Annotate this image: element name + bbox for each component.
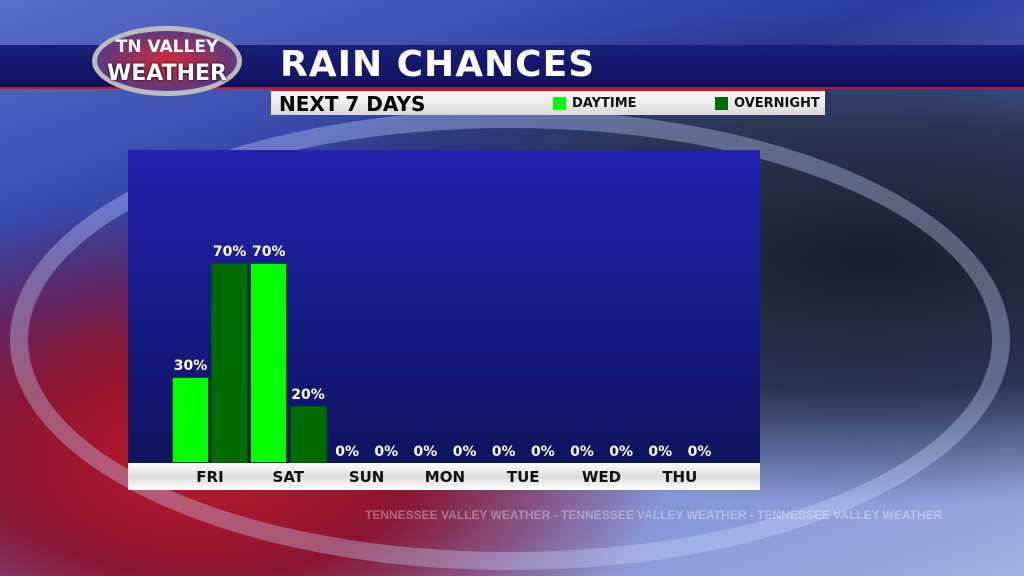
data-label: 0% (687, 444, 712, 460)
subtitle: NEXT 7 DAYS (279, 92, 426, 116)
bar-fri-overnight (211, 262, 249, 463)
data-label: 0% (491, 444, 516, 460)
category-label: FRI (196, 468, 224, 486)
legend-daytime: DAYTIME (553, 96, 637, 111)
station-logo: TN VALLEY WEATHER (92, 26, 242, 96)
category-label: TUE (506, 468, 540, 486)
logo-line2: WEATHER (106, 61, 227, 86)
data-label: 70% (252, 243, 286, 260)
category-label: SAT (272, 468, 305, 486)
legend-label: OVERNIGHT (734, 96, 820, 111)
category-label: WED (581, 468, 622, 486)
legend-overnight: OVERNIGHT (715, 96, 820, 111)
data-label: 0% (452, 444, 477, 460)
data-label: 0% (413, 444, 438, 460)
category-label: MON (424, 468, 465, 486)
bar-sat-daytime (250, 262, 288, 463)
subtitle-bar: NEXT 7 DAYS DAYTIME OVERNIGHT (271, 89, 825, 116)
chart-baseline (128, 463, 760, 490)
data-label: 0% (609, 444, 634, 460)
data-label: 0% (648, 444, 673, 460)
data-label: 0% (335, 444, 359, 460)
data-label: 0% (570, 444, 594, 460)
watermark: TENNESSEE VALLEY WEATHER - TENNESSEE VAL… (365, 508, 943, 522)
data-label: 70% (212, 243, 247, 260)
category-label: THU (662, 468, 698, 486)
legend-swatch-overnight (715, 97, 728, 110)
bar-sat-overnight (289, 405, 327, 463)
data-label: 30% (173, 358, 208, 375)
legend-swatch-daytime (553, 97, 566, 110)
page-title: RAIN CHANCES (280, 44, 596, 85)
data-label: 0% (531, 444, 555, 460)
category-label: SUN (348, 468, 385, 486)
legend-label: DAYTIME (572, 96, 637, 111)
bar-fri-daytime (172, 377, 209, 463)
data-label: 20% (291, 386, 325, 403)
data-label: 0% (374, 444, 399, 460)
logo-line1: TN VALLEY (115, 37, 219, 57)
